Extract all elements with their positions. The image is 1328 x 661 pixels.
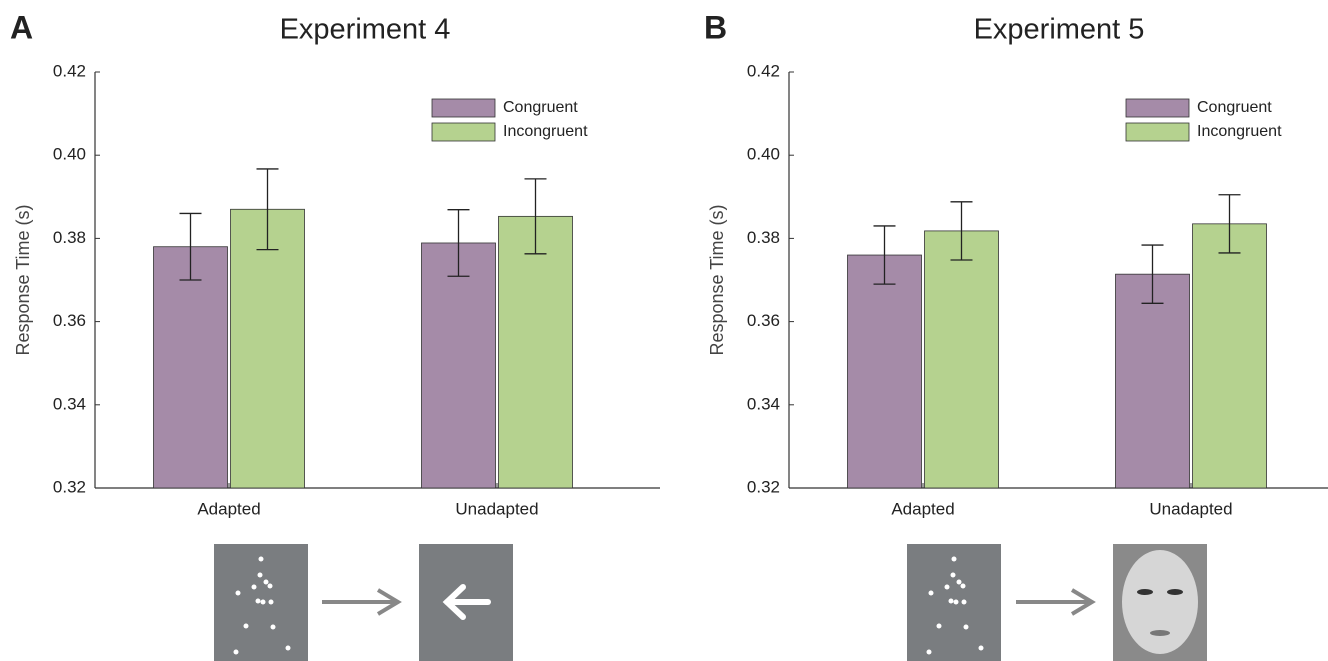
bar (1116, 274, 1190, 488)
bar (925, 231, 999, 488)
y-tick-label: 0.42 (747, 61, 780, 80)
legend-swatch (432, 123, 495, 141)
y-tick-label: 0.40 (53, 145, 86, 164)
legend-swatch (1126, 123, 1189, 141)
x-tick-label: Unadapted (1149, 499, 1232, 518)
y-tick-label: 0.36 (53, 311, 86, 330)
legend-label: Congruent (1197, 99, 1272, 116)
panel-label: A (10, 9, 33, 45)
bar (848, 255, 922, 488)
bar (231, 209, 305, 488)
bar (422, 243, 496, 488)
y-tick-label: 0.32 (53, 477, 86, 496)
bar (154, 247, 228, 488)
bar (499, 216, 573, 488)
y-axis-label: Response Time (s) (707, 204, 727, 355)
chart-title: Experiment 5 (974, 14, 1145, 46)
y-tick-label: 0.42 (53, 61, 86, 80)
y-tick-label: 0.38 (747, 228, 780, 247)
chart-title: Experiment 4 (280, 14, 451, 46)
legend-label: Incongruent (503, 123, 588, 140)
bar (1193, 224, 1267, 488)
y-tick-label: 0.32 (747, 477, 780, 496)
y-tick-label: 0.34 (747, 394, 780, 413)
arrow (322, 590, 398, 614)
y-tick-label: 0.36 (747, 311, 780, 330)
x-tick-label: Unadapted (455, 499, 538, 518)
y-tick-label: 0.40 (747, 145, 780, 164)
y-tick-label: 0.34 (53, 394, 86, 413)
y-tick-label: 0.38 (53, 228, 86, 247)
stimulus-icons (214, 544, 1207, 661)
y-axis-label: Response Time (s) (13, 204, 33, 355)
figure: A Experiment 4 Response Time (s) 0.32 0.34 0.… (0, 0, 1328, 661)
legend-swatch (1126, 99, 1189, 117)
x-tick-label: Adapted (197, 499, 260, 518)
arrow (1016, 590, 1092, 614)
panel-label: B (704, 9, 727, 45)
legend-label: Incongruent (1197, 123, 1282, 140)
legend-swatch (432, 99, 495, 117)
x-tick-label: Adapted (891, 499, 954, 518)
legend-label: Congruent (503, 99, 578, 116)
face (1122, 550, 1198, 654)
